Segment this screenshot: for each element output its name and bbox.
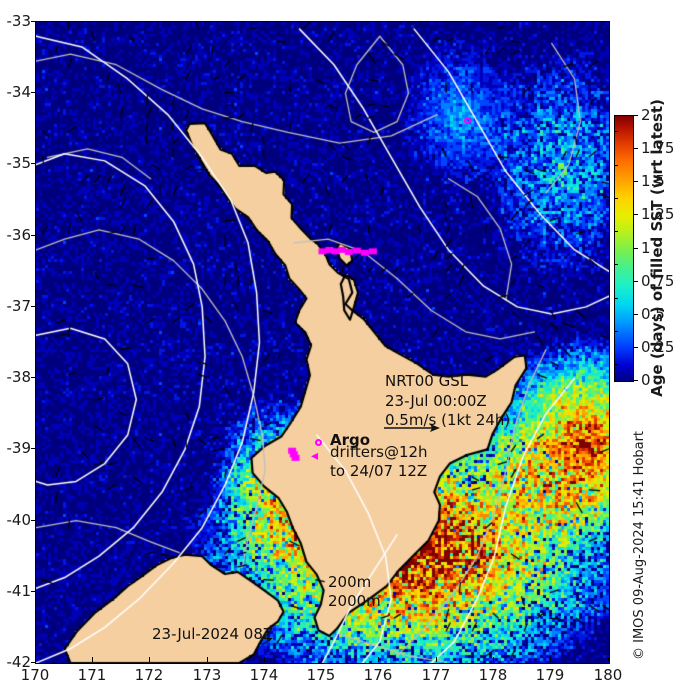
ytick-label: -35 [6, 154, 32, 172]
argo-float-marker [315, 439, 322, 446]
colorbar-minor-tick [614, 231, 618, 232]
colorbar-minor-tick [614, 131, 618, 132]
xtick-mark [92, 657, 93, 662]
xtick-label: 174 [249, 666, 279, 684]
ytick-label: -38 [6, 368, 32, 386]
colorbar-tick-label: 0.5 [641, 305, 665, 323]
ytick-mark [31, 235, 36, 236]
xtick-label: 179 [535, 666, 565, 684]
ytick-label: -40 [6, 511, 32, 529]
xtick-label: 172 [134, 666, 164, 684]
xtick-label: 177 [421, 666, 451, 684]
colorbar-tick-label: 1.5 [641, 172, 665, 190]
sst-age-raster [36, 22, 609, 663]
xtick-label: 170 [20, 666, 50, 684]
ytick-mark [31, 377, 36, 378]
ytick-label: -39 [6, 439, 32, 457]
ytick-mark [31, 306, 36, 307]
ytick-label: -33 [6, 12, 32, 30]
ytick-mark [31, 163, 36, 164]
xtick-label: 175 [306, 666, 336, 684]
colorbar-minor-tick [614, 165, 618, 166]
ytick-mark [31, 520, 36, 521]
colorbar-tick [633, 314, 638, 315]
colorbar-tick-label: 1.75 [641, 139, 675, 157]
colorbar-tick [633, 148, 638, 149]
xtick-mark [378, 657, 379, 662]
colorbar-tick [633, 248, 638, 249]
colorbar-tick-label: 0 [641, 371, 651, 389]
xtick-label: 176 [363, 666, 393, 684]
colorbar-tick [633, 380, 638, 381]
colorbar-tick [633, 347, 638, 348]
ytick-label: -41 [6, 582, 32, 600]
vector-scale-arrow-icon [384, 424, 440, 432]
ytick-mark [31, 92, 36, 93]
colorbar-tick [633, 181, 638, 182]
xtick-mark [436, 657, 437, 662]
xtick-label: 180 [593, 666, 623, 684]
xtick-mark [550, 657, 551, 662]
colorbar-minor-tick [614, 298, 618, 299]
xtick-mark [35, 657, 36, 662]
colorbar-tick-label: 1.25 [641, 205, 675, 223]
colorbar-minor-tick [614, 364, 618, 365]
colorbar-tick-label: 0.75 [641, 272, 675, 290]
colorbar-tick [633, 214, 638, 215]
colorbar-title: Age (days) of filled SST (wrt latest) [648, 99, 666, 397]
xtick-label: 173 [192, 666, 222, 684]
colorbar-tick-label: 1 [641, 239, 651, 257]
colorbar [614, 115, 634, 382]
xtick-mark [321, 657, 322, 662]
ytick-mark [31, 21, 36, 22]
argo-float-marker [464, 117, 471, 124]
ytick-label: -36 [6, 226, 32, 244]
colorbar-tick [633, 281, 638, 282]
xtick-mark [207, 657, 208, 662]
ytick-mark [31, 591, 36, 592]
colorbar-minor-tick [614, 331, 618, 332]
ytick-label: -42 [6, 653, 32, 671]
ytick-mark [31, 662, 36, 663]
colorbar-tick-label: 0.25 [641, 338, 675, 356]
drifter-track-legend-icon: ◂ [311, 448, 319, 464]
xtick-label: 178 [478, 666, 508, 684]
colorbar-minor-tick [614, 198, 618, 199]
xtick-mark [493, 657, 494, 662]
colorbar-tick [633, 115, 638, 116]
xtick-mark [149, 657, 150, 662]
copyright-notice: © IMOS 09-Aug-2024 15:41 Hobart [632, 430, 647, 660]
ytick-label: -37 [6, 297, 32, 315]
xtick-mark [264, 657, 265, 662]
map-plot-area[interactable] [35, 21, 610, 664]
xtick-mark [608, 657, 609, 662]
colorbar-tick-label: 2 [641, 106, 651, 124]
xtick-label: 171 [77, 666, 107, 684]
ytick-label: -34 [6, 83, 32, 101]
colorbar-minor-tick [614, 264, 618, 265]
ytick-mark [31, 448, 36, 449]
